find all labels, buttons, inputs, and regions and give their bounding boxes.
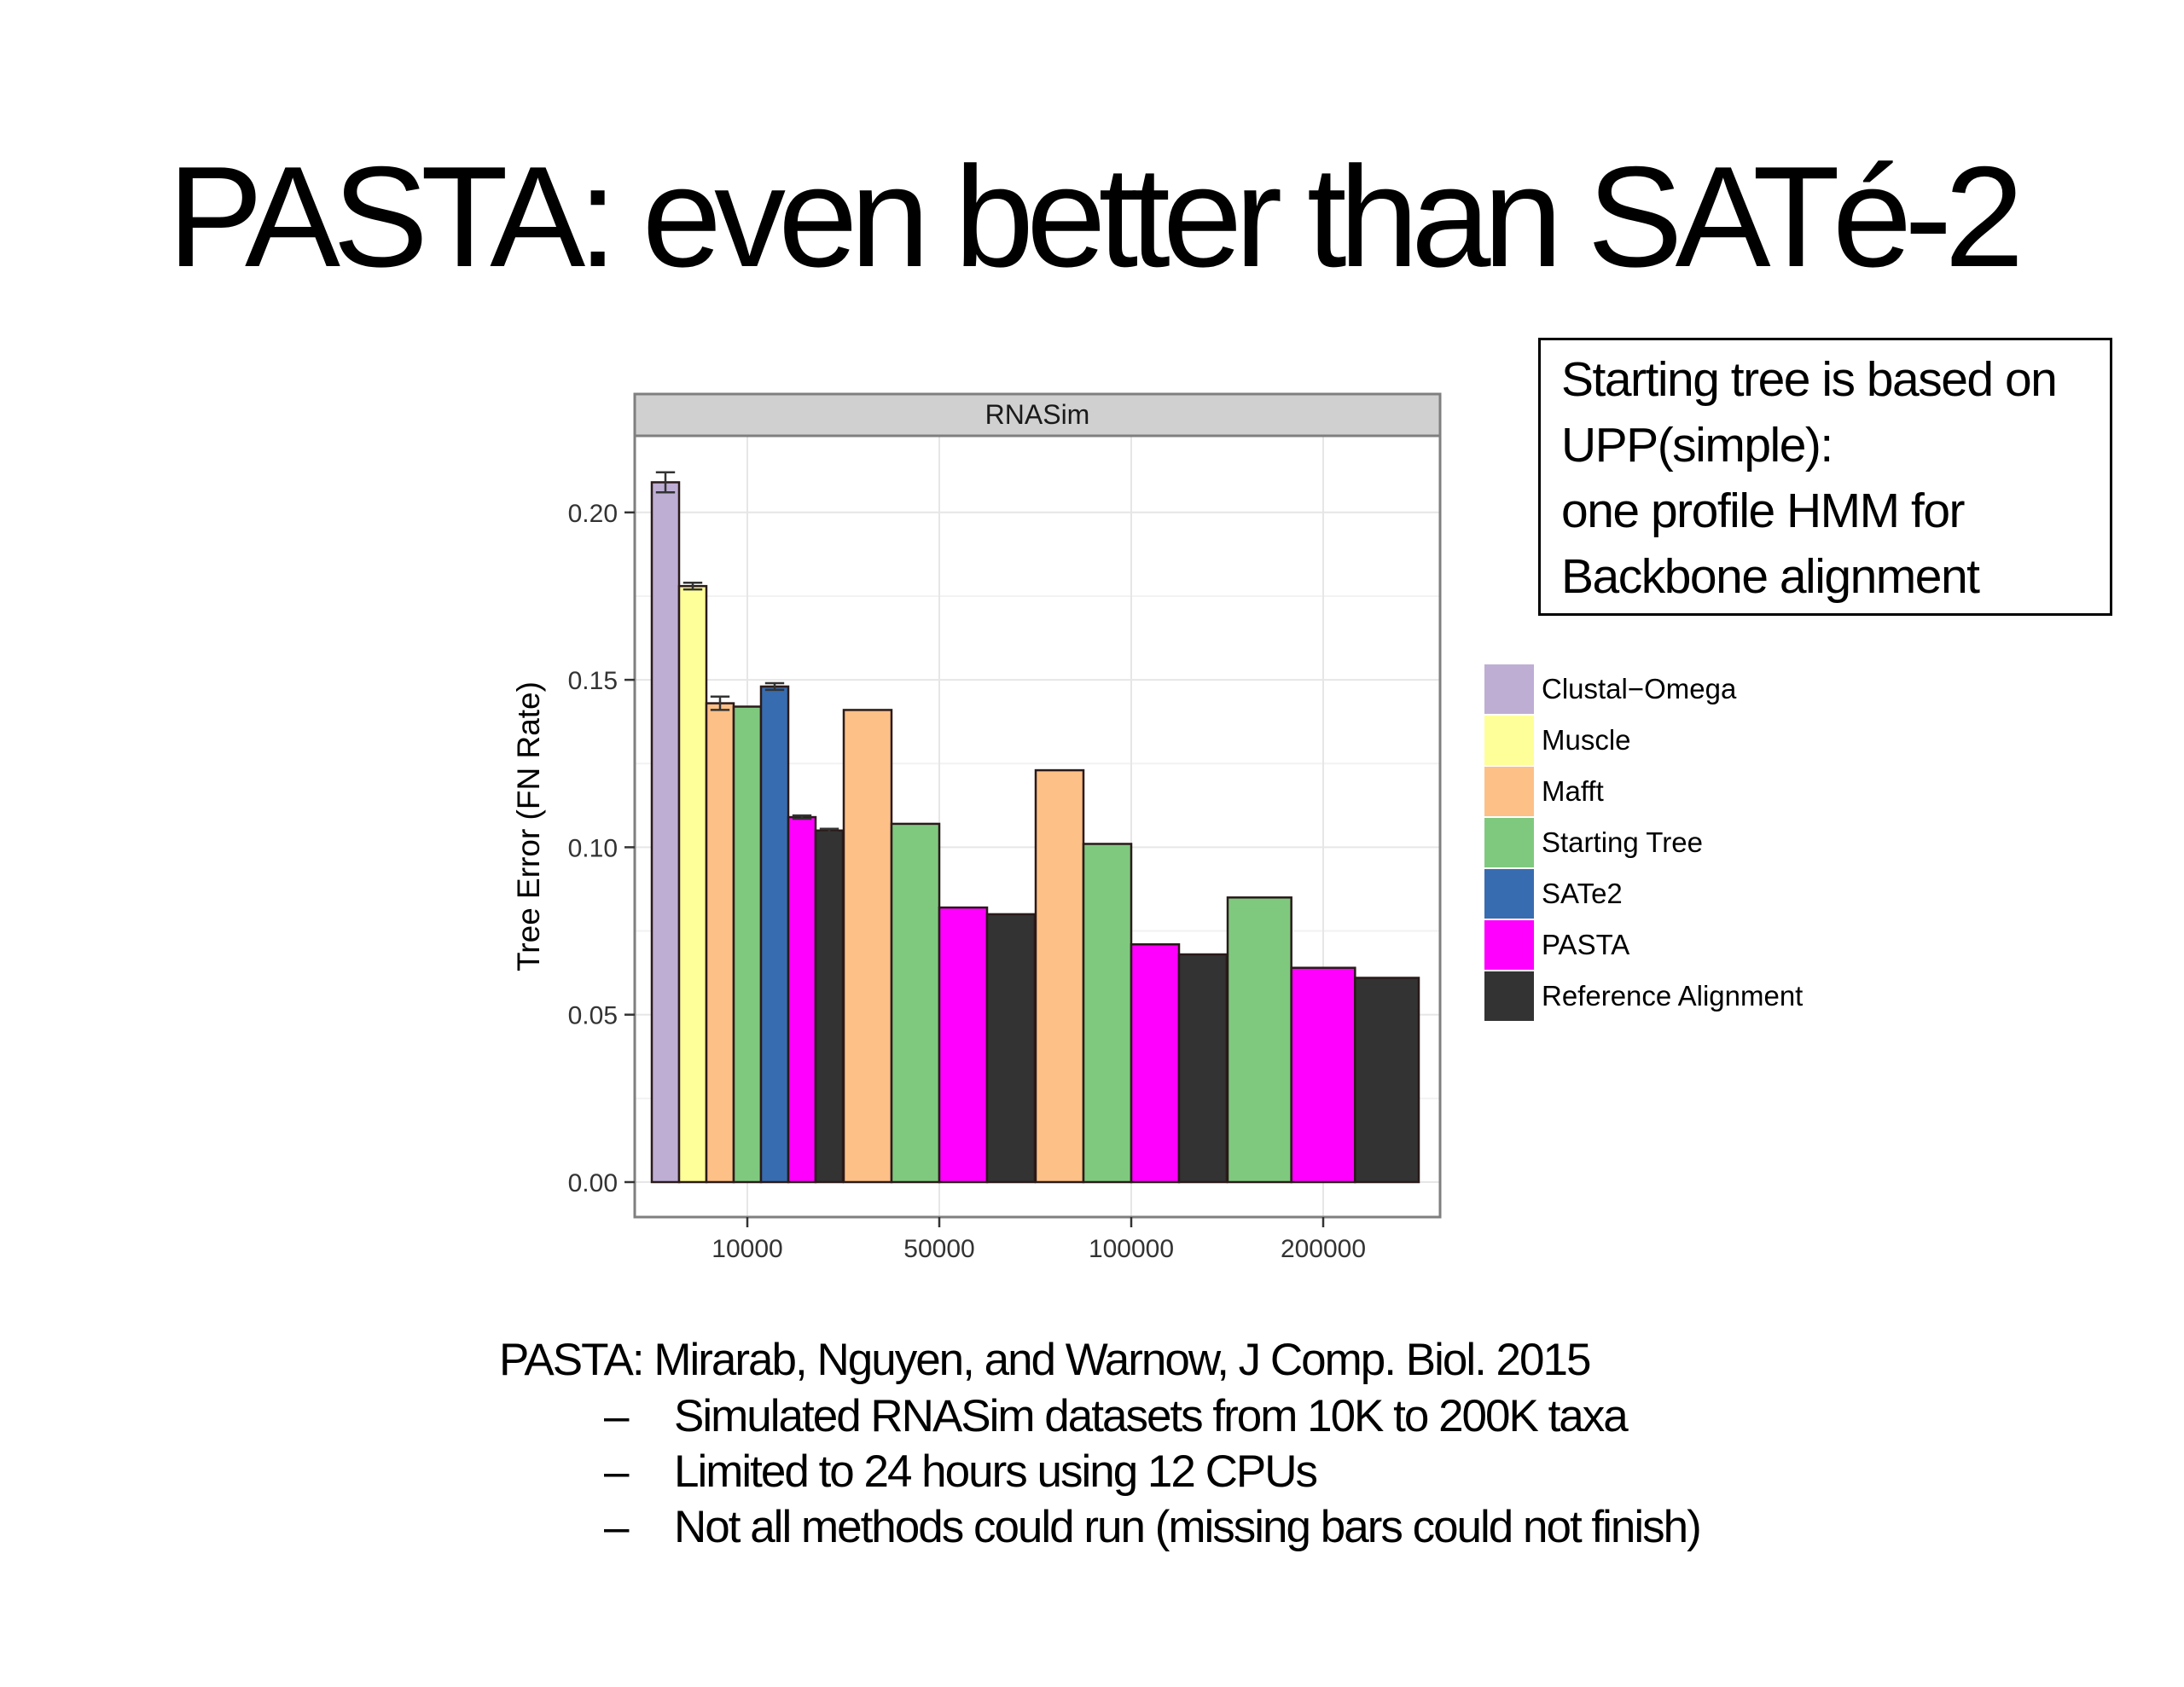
facet-strip — [633, 392, 1442, 438]
bullet-text: Not all methods could run (missing bars … — [674, 1502, 1702, 1552]
legend-label: Muscle — [1542, 724, 1631, 756]
y-tick-label: 0.00 — [568, 1169, 618, 1197]
citation: PASTA: Mirarab, Nguyen, and Warnow, J Co… — [499, 1335, 1591, 1385]
bar — [705, 702, 735, 1184]
legend-key — [1483, 867, 1536, 920]
bar — [985, 913, 1037, 1184]
facet-title: RNASim — [985, 399, 1090, 430]
bullet-dash: – — [604, 1502, 630, 1552]
y-tick-label: 0.05 — [568, 1002, 618, 1030]
bar — [1354, 977, 1420, 1184]
bullet-text: Simulated RNASim datasets from 10K to 20… — [674, 1391, 1629, 1441]
panel-border — [633, 434, 1442, 1219]
bar — [1226, 896, 1292, 1184]
bar — [842, 709, 893, 1184]
x-tick-label: 100000 — [1089, 1235, 1174, 1263]
legend-key — [1483, 816, 1536, 869]
bar — [1034, 768, 1085, 1184]
legend-key — [1483, 919, 1536, 971]
bullet-item: – Limited to 24 hours using 12 CPUs — [499, 1444, 1700, 1499]
callout-line: one profile HMM for — [1561, 484, 1966, 538]
x-tick-label: 50000 — [903, 1235, 974, 1263]
x-tick-label: 200000 — [1281, 1235, 1366, 1263]
bar — [1130, 943, 1181, 1184]
x-tick-label: 10000 — [712, 1235, 782, 1263]
callout-box: Starting tree is based on UPP(simple): o… — [1538, 338, 2112, 616]
bar — [650, 481, 681, 1184]
legend-label: Mafft — [1542, 775, 1604, 807]
legend-label: Starting Tree — [1542, 826, 1703, 858]
legend-key — [1483, 970, 1536, 1023]
callout-line: Backbone alignment — [1561, 549, 1980, 604]
y-axis-label: Tree Error (FN Rate) — [511, 681, 546, 971]
bar — [677, 584, 708, 1184]
legend-label: SATe2 — [1542, 878, 1623, 909]
bullet-item: – Not all methods could run (missing bar… — [499, 1499, 1702, 1555]
y-tick-label: 0.15 — [568, 667, 618, 695]
bar — [759, 685, 790, 1184]
bar — [890, 822, 941, 1184]
legend-key — [1483, 765, 1536, 818]
callout-line: Starting tree is based on — [1561, 352, 2058, 407]
legend-label: Reference Alignment — [1542, 980, 1803, 1012]
bar — [787, 815, 817, 1184]
legend-key — [1483, 714, 1536, 767]
callout-line: UPP(simple): — [1561, 418, 1833, 472]
bar — [1082, 843, 1133, 1184]
bullet-item: – Simulated RNASim datasets from 10K to … — [499, 1388, 1700, 1444]
bar — [732, 705, 763, 1184]
bar — [938, 906, 989, 1184]
slide-title: PASTA: even better than SATé-2 — [167, 136, 2024, 297]
y-tick-label: 0.20 — [568, 500, 618, 528]
bullet-dash: – — [604, 1446, 630, 1497]
legend-label: PASTA — [1542, 929, 1629, 960]
bullet-text: Limited to 24 hours using 12 CPUs — [674, 1446, 1318, 1497]
legend-key — [1483, 663, 1536, 716]
bullet-dash: – — [604, 1391, 630, 1441]
bar — [814, 829, 845, 1184]
bar — [1177, 953, 1228, 1184]
bar — [1290, 966, 1356, 1184]
legend-label: Clustal−Omega — [1542, 673, 1737, 704]
references: PASTA: Mirarab, Nguyen, and Warnow, J Co… — [499, 1332, 1702, 1555]
y-tick-label: 0.10 — [568, 834, 618, 862]
